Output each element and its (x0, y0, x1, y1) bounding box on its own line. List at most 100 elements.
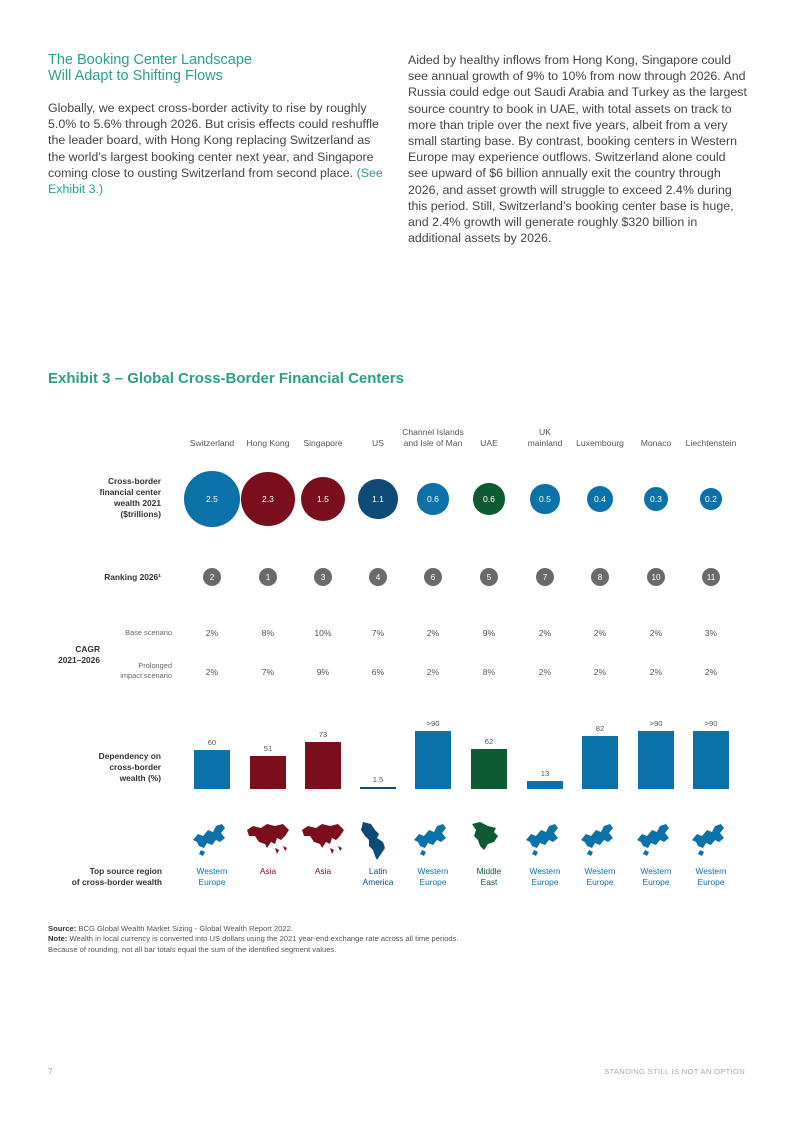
dependency-bar (194, 750, 230, 789)
source-region-line: Western (640, 866, 672, 876)
cagr-prolonged-value: 8% (482, 667, 496, 677)
source-region-line: Western (417, 866, 449, 876)
dependency-value-label: >90 (649, 719, 663, 728)
cagr-base-value: 3% (704, 628, 718, 638)
source-region-label: Middle East (459, 866, 519, 888)
cagr-prolonged-value: 2% (205, 667, 219, 677)
europe-map-icon (410, 818, 456, 865)
base-scenario-label: Base scenario (125, 628, 172, 637)
wealth-bubble: 2.3 (241, 472, 295, 526)
center-name-line: mainland (527, 438, 563, 448)
rank-badge: 1 (259, 568, 277, 586)
dependency-value-label: 13 (540, 768, 550, 778)
note-text-2: Because of rounding, not all bar totals … (48, 944, 337, 954)
source-region-label: Western Europe (681, 866, 741, 888)
dependency-bar (305, 741, 341, 789)
left-paragraph-text: Globally, we expect cross-border activit… (48, 101, 379, 180)
ranking-row-label: Ranking 2026¹ (104, 572, 161, 582)
rank-badge: 5 (480, 568, 498, 586)
source-region-line: East (480, 877, 498, 887)
footer-title: STANDING STILL IS NOT AN OPTION (604, 1067, 745, 1076)
center-name: UK mainland (513, 427, 577, 449)
cagr-base-value: 2% (649, 628, 663, 638)
prolonged-scenario-label: Prolonged impact scenario (80, 661, 172, 681)
cagr-row-label-line: 2021–2026 (58, 655, 100, 665)
center-name: Hong Kong (236, 438, 300, 449)
cagr-prolonged-value: 2% (649, 667, 663, 677)
dependency-value-label: 51 (263, 744, 273, 754)
source-region-line: Latin (368, 866, 388, 876)
wealth-bubble: 2.5 (184, 471, 240, 527)
center-name: Luxembourg (568, 438, 632, 449)
source-region-row-label-line: of cross-border wealth (71, 877, 162, 887)
europe-map-icon (633, 818, 679, 865)
wealth-row-label-line: ($trillions) (120, 509, 161, 519)
wealth-bubble: 0.5 (530, 484, 560, 514)
rank-badge: 10 (647, 568, 665, 586)
source-region-line: Western (196, 866, 228, 876)
dependency-value-label: 1.5 (372, 775, 384, 784)
center-name: Singapore (291, 438, 355, 449)
cagr-base-value: 10% (314, 628, 332, 638)
europe-map-icon (522, 818, 568, 865)
wealth-bubble: 1.5 (300, 476, 346, 522)
center-name-line: Channel Islands (402, 427, 464, 437)
rank-badge: 7 (536, 568, 554, 586)
exhibit-title: Exhibit 3 – Global Cross-Border Financia… (48, 370, 404, 387)
wealth-bubble: 0.6 (473, 483, 505, 515)
dependency-bar (415, 731, 451, 789)
dependency-bar (250, 756, 286, 789)
source-region-line: Europe (697, 877, 725, 887)
center-name-line: US (372, 438, 384, 448)
source-region-line: Middle (476, 866, 502, 876)
rank-badge: 4 (369, 568, 387, 586)
center-name-line: UAE (480, 438, 498, 448)
asia-map-icon (245, 818, 291, 865)
section-heading: The Booking Center Landscape Will Adapt … (48, 52, 378, 84)
dependency-value-label: >90 (426, 719, 440, 728)
source-region-label: Asia (293, 866, 353, 877)
wealth-bubble: 1.1 (358, 479, 398, 519)
dependency-value-label: 82 (595, 724, 605, 734)
dependency-bar (638, 731, 674, 789)
rank-badge: 3 (314, 568, 332, 586)
cagr-prolonged-value: 7% (261, 667, 275, 677)
source-region-label: Asia (238, 866, 298, 877)
europe-map-icon (688, 818, 734, 865)
prolonged-scenario-label-line: Prolonged (138, 661, 172, 670)
center-name: Channel Islands and Isle of Man (401, 427, 465, 449)
source-region-row-label: Top source region of cross-border wealth (40, 866, 162, 888)
cagr-base-value: 2% (205, 628, 219, 638)
note-text: Wealth in local currency is converted in… (69, 934, 459, 944)
cagr-base-value: 7% (371, 628, 385, 638)
page-number: 7 (48, 1067, 53, 1076)
dependency-value-label: 62 (484, 737, 494, 747)
dependency-bar (693, 731, 729, 789)
mideast-map-icon (466, 818, 512, 865)
dependency-row-label-line: Dependency on (98, 751, 161, 761)
source-region-label: Western Europe (403, 866, 463, 888)
cagr-base-value: 8% (261, 628, 275, 638)
center-name-line: and Isle of Man (403, 438, 463, 448)
source-region-line: Western (529, 866, 561, 876)
wealth-row-label-line: Cross-border (107, 476, 161, 486)
rank-badge: 11 (702, 568, 720, 586)
cagr-base-value: 2% (426, 628, 440, 638)
center-name-line: Liechtenstein (685, 438, 737, 448)
center-name: Switzerland (180, 438, 244, 449)
europe-map-icon (189, 818, 235, 865)
rank-badge: 8 (591, 568, 609, 586)
wealth-row-label-line: financial center (99, 487, 161, 497)
source-region-line: Europe (531, 877, 559, 887)
source-region-line: Europe (198, 877, 226, 887)
dependency-row-label: Dependency on cross-border wealth (%) (60, 751, 161, 784)
center-name: US (346, 438, 410, 449)
dependency-row-label-line: wealth (%) (119, 773, 161, 783)
exhibit-link[interactable]: (See Exhibit 3.) (48, 165, 383, 197)
section-heading-line2: Will Adapt to Shifting Flows (48, 68, 223, 84)
cagr-base-value: 2% (593, 628, 607, 638)
source-region-label: Western Europe (570, 866, 630, 888)
source-region-line: Western (695, 866, 727, 876)
source-region-line: Europe (419, 877, 447, 887)
center-name-line: Monaco (640, 438, 672, 448)
